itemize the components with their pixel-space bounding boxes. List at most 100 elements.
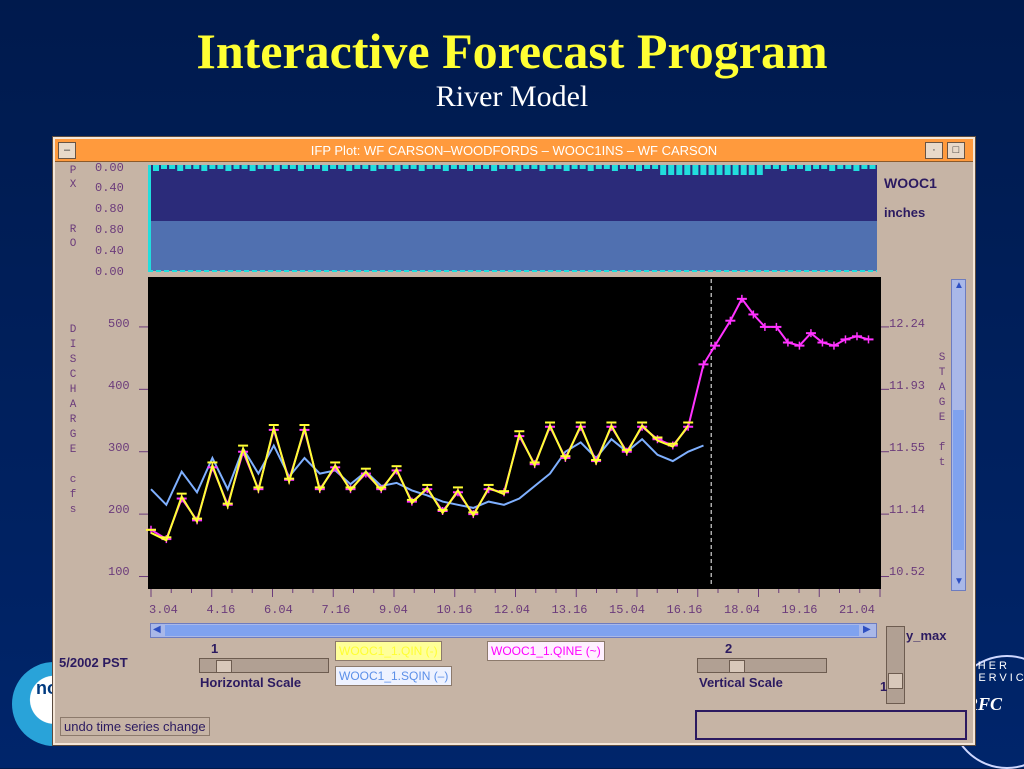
x-tick-label: 4.16	[206, 603, 236, 617]
noaa-logo-text: no	[36, 678, 58, 698]
horizontal-scale-knob[interactable]	[216, 660, 232, 673]
legend-qin[interactable]: WOOC1_1.QIN (-)	[335, 641, 442, 661]
discharge-tick-300: 300	[108, 441, 130, 455]
px-bar	[684, 165, 691, 175]
px-bar	[418, 165, 425, 171]
px-bar	[177, 165, 184, 171]
scroll-up-arrow[interactable]: ▲	[954, 280, 964, 291]
stage-tick-4: 10.52	[889, 565, 926, 579]
px-bar	[764, 165, 771, 169]
px-bar	[209, 165, 216, 169]
x-tick-label: 7.16	[321, 603, 351, 617]
px-bar	[442, 165, 449, 171]
px-bar	[595, 165, 602, 169]
stage-axis-letter: f	[938, 442, 946, 454]
scroll-down-arrow[interactable]: ▼	[954, 576, 964, 587]
x-tick-label: 15.04	[609, 603, 646, 617]
px-tick-1: 0.40	[95, 181, 124, 195]
px-bar	[346, 165, 353, 171]
px-bar	[386, 165, 393, 169]
px-bars	[153, 165, 876, 175]
px-bar	[467, 165, 473, 171]
px-bar	[780, 165, 787, 171]
horizontal-scrollbar[interactable]: ◀ ▶	[150, 623, 877, 638]
px-bar	[676, 165, 683, 175]
series-layer	[146, 294, 874, 544]
x-tick-label: 10.16	[436, 603, 473, 617]
px-bar	[571, 165, 578, 169]
vertical-scroll-thumb[interactable]	[953, 410, 964, 550]
maximize-button[interactable]: □	[947, 142, 965, 159]
ifp-plot-window: – IFP Plot: WF CARSON–WOODFORDS – WOOC1I…	[53, 137, 975, 745]
ro-label-r: R	[69, 224, 77, 236]
px-bar	[853, 165, 860, 171]
px-tick-0: 0.00	[95, 161, 124, 175]
horizontal-scroll-thumb[interactable]	[165, 625, 859, 636]
discharge-axis-letter: I	[69, 339, 77, 351]
y-max-knob[interactable]	[888, 673, 903, 689]
y-max-slider[interactable]	[886, 626, 905, 704]
discharge-axis-letter: s	[69, 504, 77, 516]
x-tick-label: 19.16	[781, 603, 818, 617]
px-bar	[772, 165, 779, 169]
px-panel	[148, 165, 877, 221]
ro-tick-1: 0.40	[95, 244, 124, 258]
discharge-axis-letter: R	[69, 414, 77, 426]
undo-time-series-button[interactable]: undo time series change	[60, 717, 210, 736]
px-bar	[507, 165, 514, 169]
px-bar	[531, 165, 538, 169]
px-bar	[491, 165, 498, 171]
vertical-scale-label: Vertical Scale	[699, 675, 783, 690]
stage-axis-letter: A	[938, 382, 946, 394]
px-bar	[708, 165, 715, 175]
px-bar	[370, 165, 377, 171]
scroll-left-arrow[interactable]: ◀	[153, 624, 161, 635]
px-bar	[161, 165, 167, 169]
legend-qine[interactable]: WOOC1_1.QINE (~)	[487, 641, 605, 661]
tick-layer	[139, 326, 889, 597]
px-bar	[603, 165, 610, 169]
px-bar	[579, 165, 586, 169]
px-bar	[724, 165, 731, 175]
px-bar	[837, 165, 844, 169]
minimize-button[interactable]: ·	[925, 142, 943, 159]
legend-sqin[interactable]: WOOC1_1.SQIN (–)	[335, 666, 453, 686]
px-bar	[185, 165, 192, 169]
discharge-tick-200: 200	[108, 503, 130, 517]
px-bar	[169, 165, 176, 169]
discharge-axis-letter: A	[69, 399, 77, 411]
px-label-x: X	[69, 179, 77, 191]
discharge-tick-100: 100	[108, 565, 130, 579]
px-bar	[716, 165, 723, 175]
stage-axis-letter: t	[938, 457, 946, 469]
panel-left-edge	[148, 165, 151, 271]
px-bar	[499, 165, 506, 169]
horizontal-scale-slider[interactable]	[199, 658, 329, 673]
px-bar	[563, 165, 570, 171]
px-bar	[821, 165, 828, 169]
scroll-right-arrow[interactable]: ▶	[863, 624, 871, 635]
px-bar	[306, 165, 312, 169]
px-bar	[732, 165, 739, 175]
window-title: IFP Plot: WF CARSON–WOODFORDS – WOOC1INS…	[310, 143, 718, 158]
px-bar	[153, 165, 159, 171]
px-bar	[402, 165, 409, 169]
px-bar	[426, 165, 433, 169]
px-bar	[338, 165, 345, 169]
window-titlebar[interactable]: – IFP Plot: WF CARSON–WOODFORDS – WOOC1I…	[55, 139, 973, 162]
status-box	[695, 710, 967, 740]
stage-tick-0: 12.24	[889, 317, 926, 331]
plot-area	[139, 165, 889, 597]
stage-tick-2: 11.55	[889, 441, 926, 455]
px-bar	[555, 165, 562, 169]
ro-tick-2: 0.00	[95, 265, 124, 279]
vertical-scrollbar[interactable]: ▲ ▼	[951, 279, 966, 591]
px-bar	[225, 165, 232, 171]
discharge-plot	[148, 277, 881, 589]
vertical-scale-slider[interactable]	[697, 658, 827, 673]
window-menu-button[interactable]: –	[58, 142, 76, 159]
vertical-scale-knob[interactable]	[729, 660, 745, 673]
px-bar	[660, 165, 667, 175]
discharge-axis-letter: c	[69, 474, 77, 486]
px-bar	[233, 165, 240, 169]
